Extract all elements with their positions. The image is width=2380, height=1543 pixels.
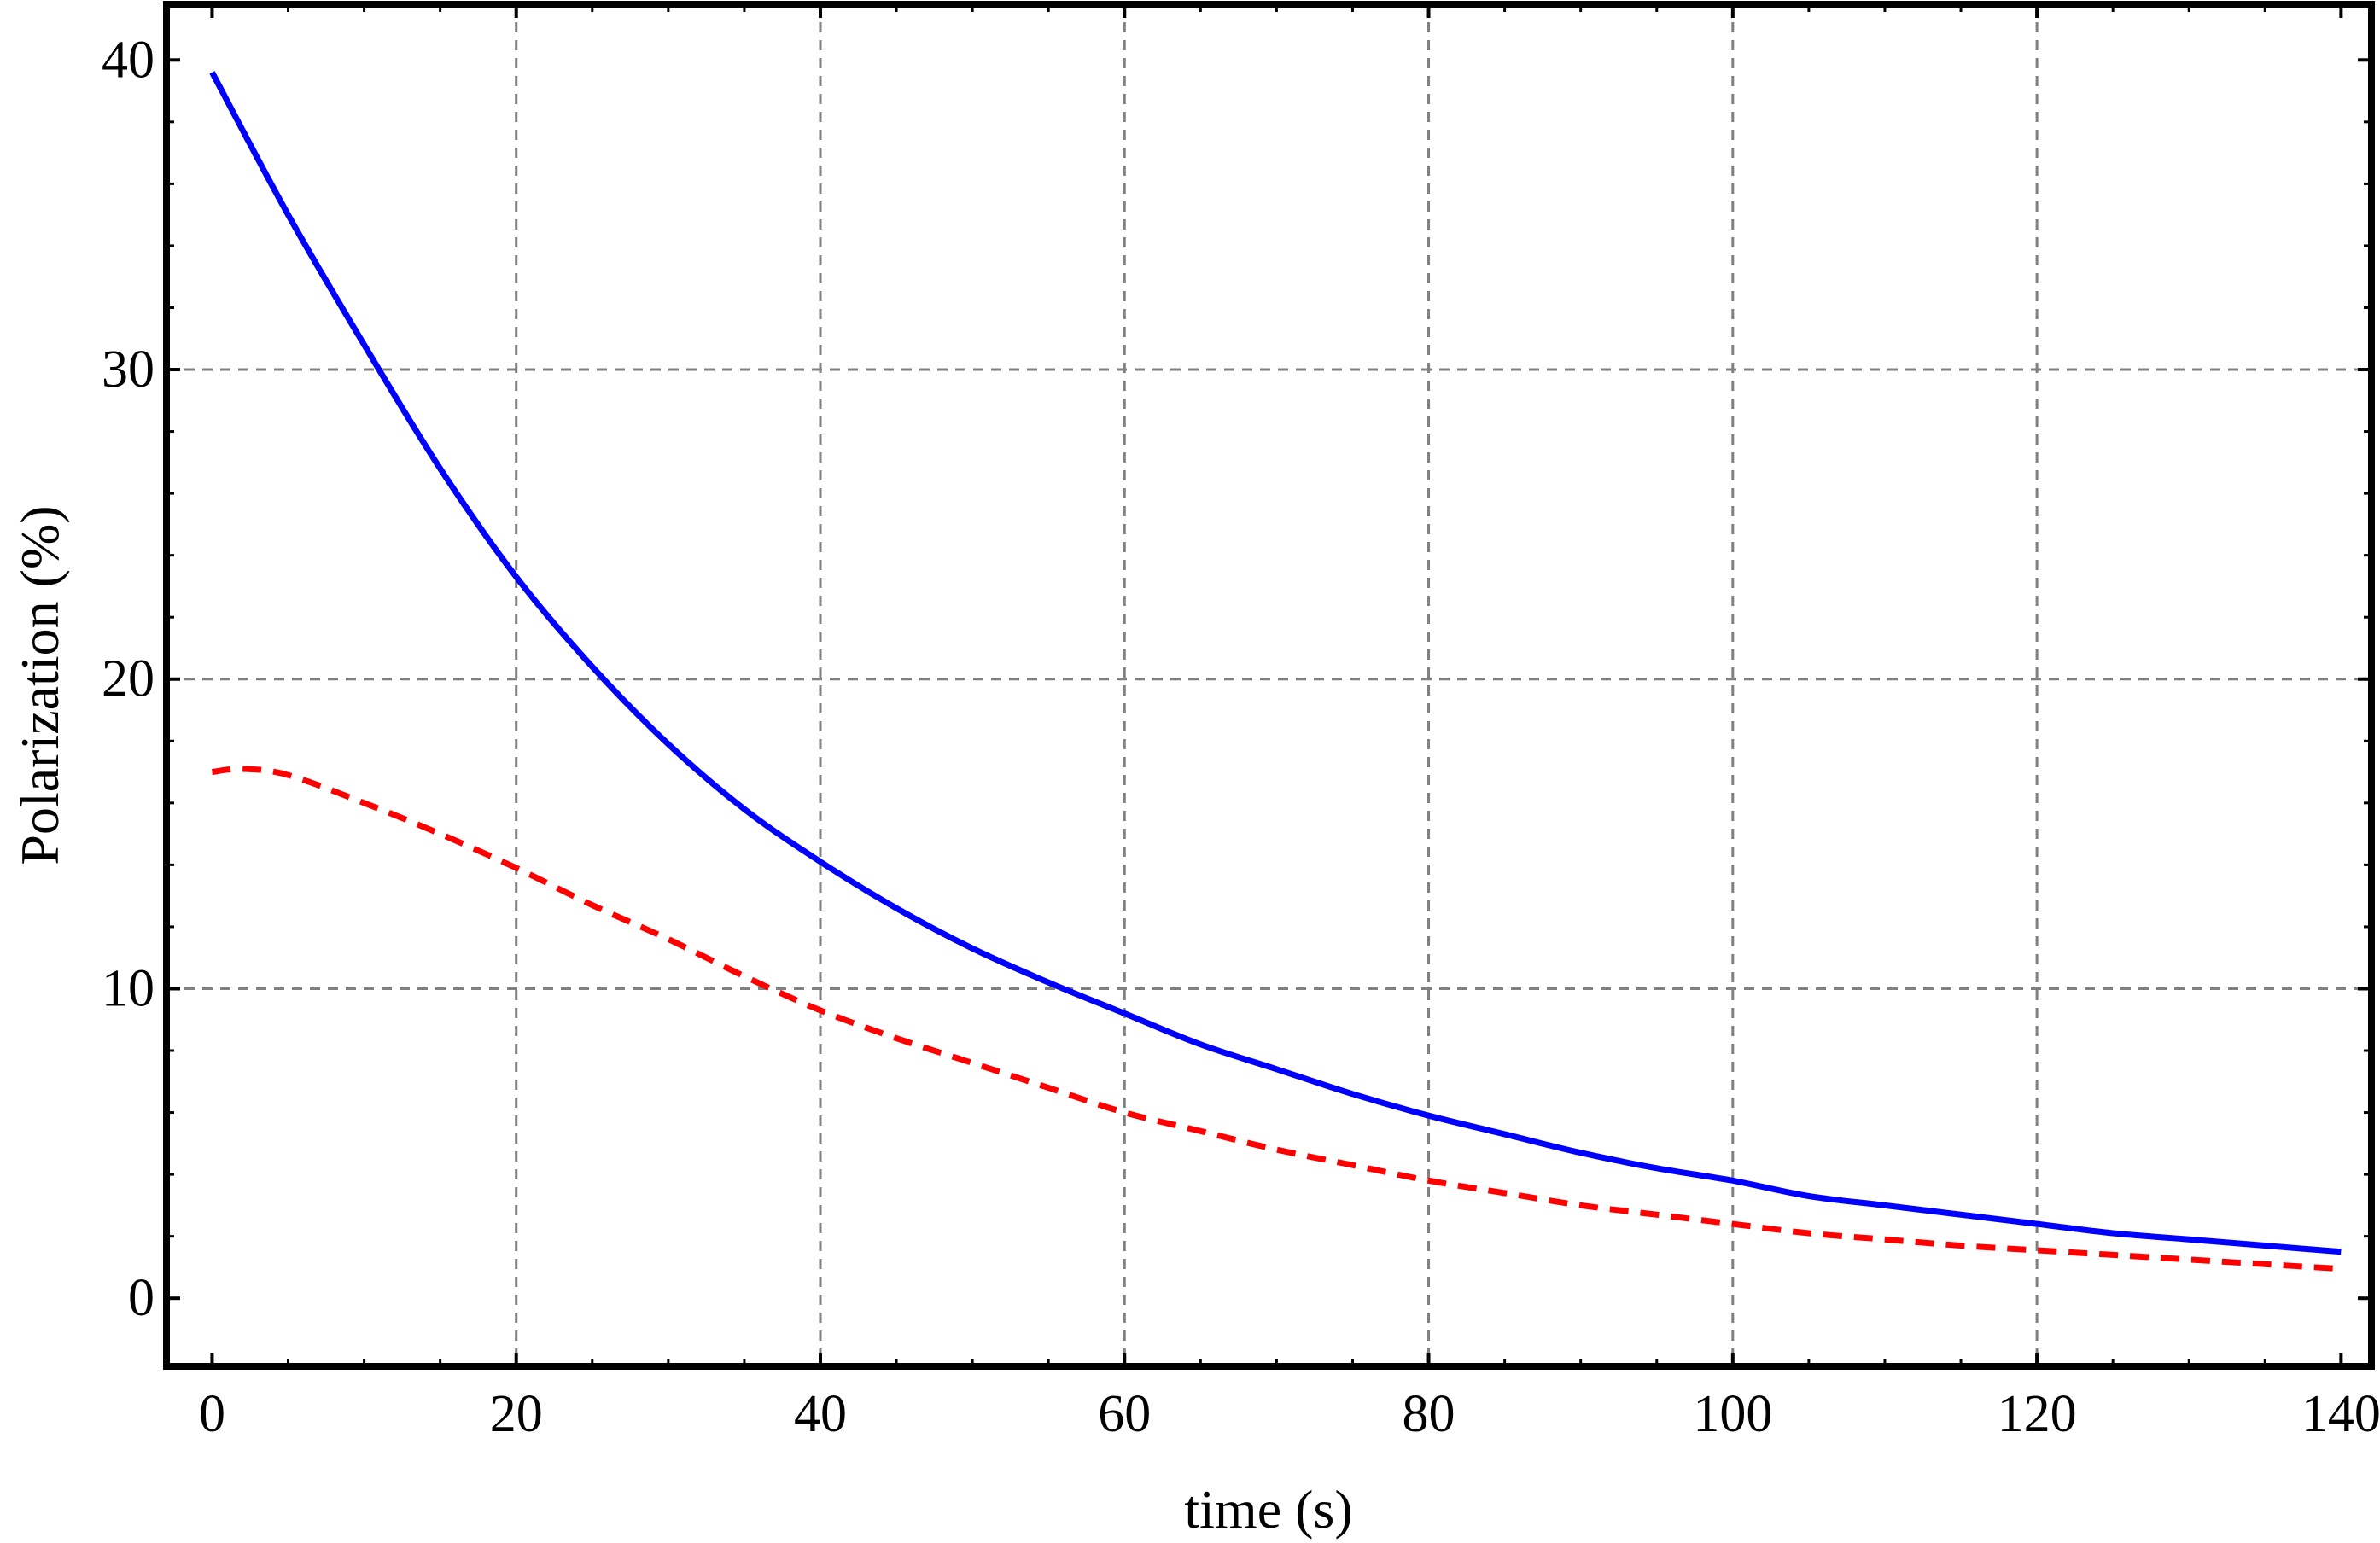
y-tick-label: 40 (102, 31, 155, 89)
x-tick-label: 60 (1098, 1385, 1151, 1443)
y-axis-title: Polarization (%) (9, 505, 70, 865)
y-tick-label: 10 (102, 959, 155, 1017)
y-tick-label: 20 (102, 650, 155, 708)
x-axis-title: time (s) (1184, 1479, 1352, 1540)
y-tick-label: 0 (128, 1269, 155, 1327)
series-line-solid (209, 71, 2342, 1255)
x-tick-label: 100 (1693, 1385, 1772, 1443)
x-tick-label: 120 (1998, 1385, 2077, 1443)
x-tick-label: 140 (2301, 1385, 2380, 1443)
x-tick-labels: 0 20 40 60 80 100 120 140 (199, 1385, 2380, 1443)
plot-frame (163, 1, 2375, 1370)
grid-lines (166, 4, 2371, 1366)
y-tick-label: 30 (102, 341, 155, 399)
x-tick-label: 80 (1403, 1385, 1455, 1443)
x-tick-label: 0 (199, 1385, 225, 1443)
y-tick-labels: 0 10 20 30 40 (102, 31, 155, 1327)
series-layer (209, 71, 2342, 1272)
x-tick-label: 40 (794, 1385, 847, 1443)
x-tick-label: 20 (490, 1385, 543, 1443)
series-line-dashed (211, 766, 2342, 1272)
